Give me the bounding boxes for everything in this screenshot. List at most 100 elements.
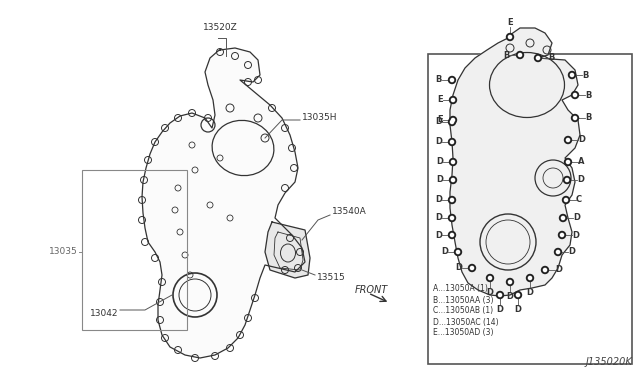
Text: E: E [437,96,443,105]
Circle shape [451,179,454,182]
Text: E: E [437,115,443,125]
Circle shape [564,198,568,202]
Circle shape [516,294,520,296]
Circle shape [518,54,522,57]
Text: D: D [497,305,504,314]
Circle shape [449,138,456,145]
Text: B: B [582,71,588,80]
Text: J135020K: J135020K [585,357,632,367]
Circle shape [456,250,460,254]
Circle shape [451,198,454,202]
Text: D: D [441,247,448,257]
Circle shape [529,276,532,280]
Circle shape [573,93,577,97]
Circle shape [470,266,474,270]
Text: D: D [527,288,534,297]
Circle shape [570,73,573,77]
Circle shape [451,233,454,237]
Circle shape [564,158,572,166]
Text: 13042: 13042 [90,308,118,317]
Text: D: D [455,263,462,273]
Circle shape [451,160,454,164]
Circle shape [559,231,566,238]
Circle shape [449,176,456,183]
Text: D: D [568,247,575,257]
Circle shape [556,250,559,254]
Circle shape [449,215,456,221]
Text: D: D [435,231,442,240]
Text: B: B [585,90,591,99]
Circle shape [449,231,456,238]
Circle shape [527,275,534,282]
Circle shape [508,280,511,283]
Text: D: D [577,176,584,185]
Text: D: D [515,305,522,314]
Circle shape [454,248,461,256]
Circle shape [563,196,570,203]
Text: E: E [507,18,513,27]
Circle shape [451,121,454,124]
Circle shape [572,115,579,122]
Circle shape [554,248,561,256]
Text: C...13050AB (1): C...13050AB (1) [433,307,493,315]
Circle shape [515,292,522,298]
Circle shape [451,78,454,81]
Circle shape [566,138,570,142]
Circle shape [568,71,575,78]
Circle shape [451,217,454,219]
Text: D: D [435,138,442,147]
Text: 13035: 13035 [49,247,78,257]
Text: B: B [548,54,554,62]
Text: 13520Z: 13520Z [203,23,237,32]
Text: D: D [486,288,493,297]
Text: FRONT: FRONT [355,285,388,295]
Text: D: D [578,135,585,144]
Text: D...13050AC (14): D...13050AC (14) [433,317,499,327]
Text: 13035H: 13035H [302,112,337,122]
Circle shape [449,77,456,83]
Circle shape [449,158,456,166]
Text: B...13050AA (3): B...13050AA (3) [433,295,493,305]
Circle shape [572,92,579,99]
Circle shape [449,119,456,125]
Circle shape [499,294,502,296]
Polygon shape [450,28,580,296]
Circle shape [468,264,476,272]
Circle shape [534,55,541,61]
Circle shape [573,116,577,119]
Bar [428,54,632,364]
Circle shape [451,118,454,122]
Text: 13515: 13515 [317,273,346,282]
Text: D: D [555,266,562,275]
Circle shape [561,233,564,237]
Text: D: D [435,118,442,126]
Text: D: D [506,292,513,301]
Circle shape [543,269,547,272]
Text: D: D [436,176,443,185]
Circle shape [559,215,566,221]
Circle shape [561,217,564,219]
Circle shape [497,292,504,298]
Circle shape [486,275,493,282]
Circle shape [506,279,513,285]
Text: D: D [436,157,443,167]
Text: A...13050A (1): A...13050A (1) [433,285,488,294]
Circle shape [449,116,456,124]
Circle shape [565,179,568,182]
Text: D: D [572,231,579,240]
Text: B: B [504,51,510,60]
Circle shape [488,276,492,280]
Text: 13540A: 13540A [332,208,367,217]
Text: D: D [435,214,442,222]
Circle shape [541,266,548,273]
Text: D: D [435,196,442,205]
Circle shape [451,140,454,144]
Text: B: B [585,113,591,122]
Text: A: A [578,157,584,167]
Circle shape [449,196,456,203]
Circle shape [566,160,570,164]
Circle shape [449,96,456,103]
Text: C: C [576,196,582,205]
Circle shape [536,57,540,60]
Polygon shape [265,222,310,278]
